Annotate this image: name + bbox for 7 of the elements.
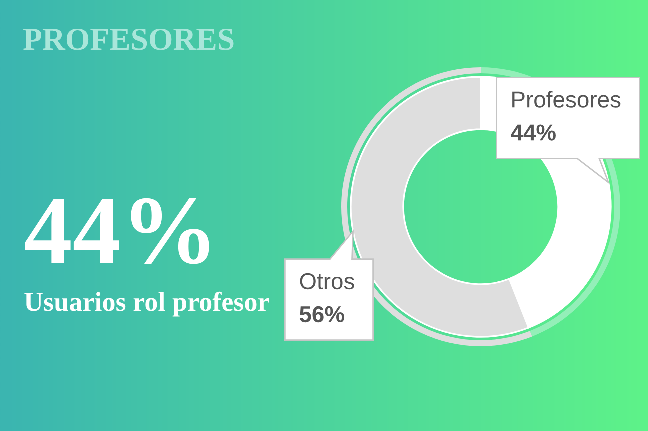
slice-label: Profesores xyxy=(512,91,621,108)
text: 44% xyxy=(25,198,210,264)
text: Usuarios rol profesor xyxy=(24,292,270,317)
data-label: 44% xyxy=(511,124,556,141)
slice-label: Otros xyxy=(300,273,354,290)
chart-title: PROFESORES xyxy=(24,28,234,50)
data-label: 56% xyxy=(300,306,344,323)
